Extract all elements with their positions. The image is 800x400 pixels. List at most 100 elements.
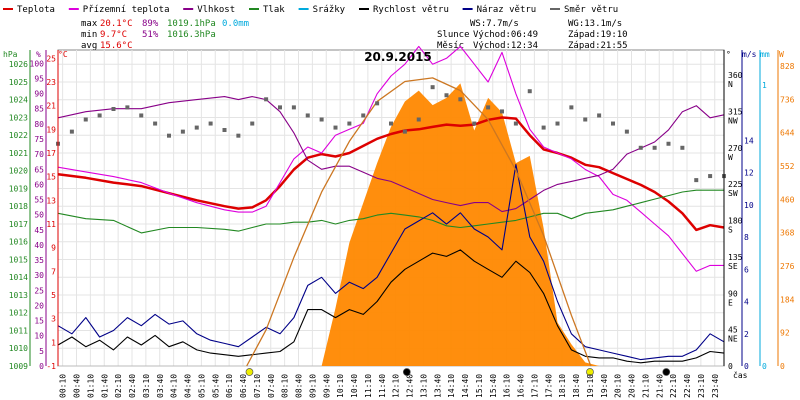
pressure-tick: 1018 [9, 202, 28, 211]
sun-label: Slunce [437, 30, 470, 40]
wind-dir-point [153, 121, 158, 126]
wind_dir-tick: 180 [728, 217, 743, 226]
humidity-tick: 75 [34, 135, 44, 144]
wind_dir-dir-label: S [728, 226, 733, 235]
x-tick-label: 03:40 [156, 374, 165, 398]
wind-dir-point [486, 105, 491, 110]
legend-label: Teplota [17, 5, 55, 15]
wind-dir-point [500, 109, 504, 114]
x-tick-label: 19:40 [600, 374, 609, 398]
wind_speed-unit: m/s [742, 50, 757, 59]
legend-label: Náraz větru [477, 5, 537, 15]
humidity-tick: 5 [39, 347, 44, 356]
x-tick-label: 09:10 [308, 374, 317, 398]
wind_dir-tick: 135 [728, 253, 743, 262]
pressure-tick: 1011 [9, 326, 28, 335]
wind_dir-tick: 225 [728, 180, 743, 189]
wind_speed-tick: 12 [744, 169, 754, 178]
wind-dir-point [125, 105, 130, 110]
series-p-zemn-teplota [57, 45, 724, 272]
x-tick-label: 07:40 [267, 374, 276, 398]
pressure-tick: 1021 [9, 149, 28, 158]
humidity-tick: 30 [34, 271, 44, 280]
legend-label: Tlak [263, 5, 285, 15]
x-tick-label: 16:40 [517, 374, 526, 398]
legend-label: Přízemní teplota [83, 5, 170, 15]
humidity-tick: 85 [34, 105, 44, 114]
wind-dir-point [597, 113, 602, 118]
wind-dir-point [180, 129, 185, 134]
x-tick-label: 07:10 [253, 374, 262, 398]
legend-label: Srážky [313, 5, 346, 15]
wind_dir-dir-label: NE [728, 335, 738, 344]
x-tick-label: 17:40 [544, 374, 553, 398]
wind-dir-point [97, 113, 102, 118]
x-tick-label: 18:40 [572, 374, 581, 398]
wind-dir-point [375, 101, 380, 106]
temperature-tick: 15 [46, 173, 56, 182]
wind_speed-tick: 10 [744, 201, 754, 210]
wind-dir-point [694, 178, 699, 183]
wind-dir-point [83, 117, 88, 122]
x-tick-label: 02:40 [128, 374, 137, 398]
stats-min-press: 1016.3hPa [167, 30, 216, 40]
temperature-tick: -1 [46, 362, 56, 371]
wind_dir-tick: 315 [728, 107, 743, 116]
x-tick-label: 13:40 [433, 374, 442, 398]
rain-tick: 0 [762, 362, 767, 371]
solar-tick: 552 [780, 162, 795, 171]
wind-dir-point [194, 125, 199, 130]
humidity-tick: 70 [34, 150, 44, 159]
sunset-marker [586, 368, 594, 376]
header-stats: max 20.1°C 89% 1019.1hPa 0.0mm min 9.7°C… [81, 19, 628, 51]
stats-min-hum: 51% [142, 30, 159, 40]
humidity-tick: 90 [34, 90, 44, 99]
wind-dir-point [278, 105, 282, 110]
solar-tick: 0 [780, 362, 785, 371]
wind-dir-point [347, 121, 352, 126]
temperature-tick: 25 [46, 54, 56, 63]
temperature-tick: 21 [46, 102, 56, 111]
humidity-unit: % [36, 50, 41, 59]
wind-dir-point [167, 133, 171, 138]
wind_dir-unit: ° [726, 50, 731, 59]
wind_speed-tick: 2 [744, 330, 749, 339]
solar-tick: 736 [780, 95, 795, 104]
wind_dir-tick: 360 [728, 71, 743, 80]
wind-dir-point [416, 117, 421, 122]
pressure-tick: 1022 [9, 131, 28, 140]
x-tick-label: 20:40 [628, 374, 637, 398]
humidity-tick: 100 [30, 59, 45, 68]
humidity-tick: 25 [34, 286, 44, 295]
temperature-tick: 9 [51, 244, 56, 253]
wind-dir-point [555, 121, 560, 126]
stats-max-rain: 0.0mm [222, 19, 249, 29]
pressure-tick: 1017 [9, 220, 28, 229]
moon-rise: Východ:12:34 [473, 41, 538, 51]
x-tick-label: 21:40 [655, 374, 664, 398]
wind-dir-point [291, 105, 296, 110]
wind-dir-point [583, 117, 588, 122]
legend-label: Směr větru [564, 5, 618, 15]
x-tick-label: 03:10 [142, 374, 151, 398]
moon-set: Západ:21:55 [568, 41, 628, 51]
x-tick-label: 04:40 [184, 374, 193, 398]
stats-avg-label: avg [81, 41, 97, 51]
pressure-tick: 1015 [9, 255, 28, 264]
x-tick-label: 11:40 [378, 374, 387, 398]
x-tick-label: 01:10 [86, 374, 95, 398]
solar-tick: 828 [780, 62, 795, 71]
wind-dir-point [305, 113, 310, 118]
wind-dir-point [680, 145, 685, 150]
pressure-tick: 1024 [9, 96, 28, 105]
pressure-tick: 1019 [9, 184, 28, 193]
x-axis-ticks: 00:10 00:40 01:10 01:40 02:10 02:40 03:10 03:40… [59, 374, 720, 398]
series-n-raz-v-tru [57, 163, 725, 361]
solar-tick: 184 [780, 295, 795, 304]
temperature-tick: 17 [46, 149, 56, 158]
wind-dir-point [444, 93, 449, 98]
stats-min-label: min [81, 30, 97, 40]
temperature-tick: 1 [51, 338, 56, 347]
x-tick-label: 05:40 [211, 374, 220, 398]
sun-rise: Východ:06:49 [473, 30, 538, 40]
